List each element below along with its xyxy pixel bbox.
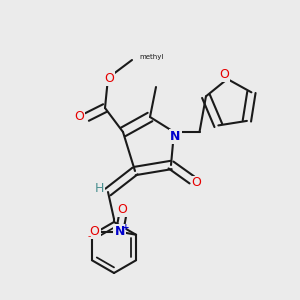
Text: O: O	[75, 110, 84, 124]
Text: H: H	[95, 182, 104, 196]
Text: +: +	[122, 223, 130, 232]
Text: O: O	[118, 203, 128, 216]
Text: O: O	[219, 68, 229, 81]
Text: O: O	[90, 225, 100, 238]
Text: O: O	[105, 71, 114, 85]
Text: N: N	[170, 130, 181, 143]
Text: O: O	[192, 176, 201, 190]
Text: -: -	[88, 232, 91, 241]
Text: N: N	[114, 225, 125, 238]
Text: methyl: methyl	[140, 54, 164, 60]
